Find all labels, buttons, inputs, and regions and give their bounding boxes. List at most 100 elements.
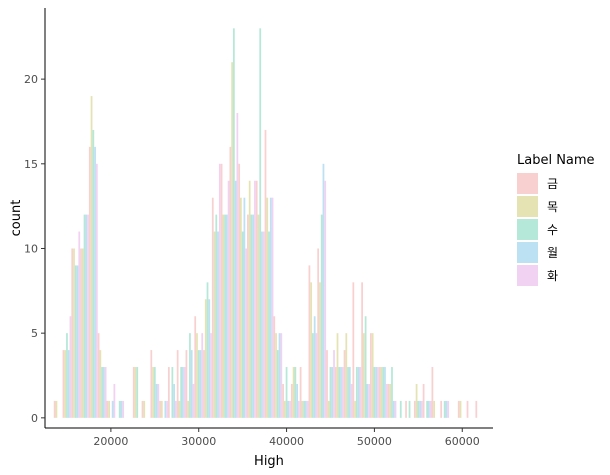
bar [211,197,214,418]
bar [375,367,378,418]
bar [236,113,239,418]
bar [160,400,163,418]
bar [248,180,251,418]
bar [176,350,179,418]
bar [224,214,226,418]
legend-label: 목 [547,200,558,214]
bar [254,180,256,418]
bar [259,28,262,418]
bar [299,367,302,418]
bar [76,265,79,418]
bar [319,282,321,418]
bar [334,367,337,418]
bar [419,400,421,418]
bar [278,333,281,418]
bar [352,282,355,418]
legend-label: 월 [547,246,558,260]
bar [153,367,156,418]
bar [310,282,313,418]
bar [250,214,253,418]
bar [183,367,186,418]
legend-key [517,173,538,194]
bar [420,400,423,418]
bar [66,333,68,418]
bar [268,231,270,418]
bar [417,400,420,418]
bar [433,400,436,418]
bar [338,367,341,418]
bar [275,333,277,418]
bar [120,400,123,418]
bar [227,180,230,418]
bar [289,400,291,418]
bar [90,96,93,418]
bar [366,383,369,418]
bar [306,400,309,418]
bar [443,400,446,418]
bar [287,400,290,418]
bar [399,400,402,418]
bar [445,400,448,418]
bar [336,333,339,418]
bar [73,248,75,418]
bar [380,367,383,418]
y-tick-label: 10 [24,242,38,255]
bar [413,400,416,418]
bar [141,400,144,418]
bar [104,367,107,418]
x-tick-label: 50000 [357,435,392,448]
bar [225,214,228,418]
bar [408,400,411,418]
bar [429,400,432,418]
bar [62,350,65,418]
bar [164,400,167,418]
bar [210,333,212,418]
bar [175,400,177,418]
bar [345,333,348,418]
bar [136,367,139,418]
bar [229,146,232,418]
bar [326,350,328,418]
bar [382,367,385,418]
bar [166,400,168,418]
bar [185,350,188,418]
bar [276,350,279,418]
bar [273,316,276,418]
bar [69,316,72,418]
bar [308,265,311,418]
bar [220,163,223,418]
bar [371,333,374,418]
bar [282,383,284,418]
bar [152,367,154,418]
x-tick-label: 30000 [181,435,216,448]
legend-label: 화 [547,269,558,283]
bar [234,180,237,418]
bar [203,350,205,418]
bar [238,163,241,418]
bar [92,129,95,418]
bar [180,367,183,418]
bars-layer [53,28,478,418]
bar [269,197,272,418]
x-axis-ticks: 20000 30000 40000 50000 60000 [93,428,480,448]
legend-label: 금 [547,177,558,191]
bar [466,400,469,418]
legend-title: Label Name [517,153,595,168]
bar [71,248,74,418]
bar [355,367,358,418]
bar [426,400,428,418]
bar [157,383,160,418]
bar [194,316,197,418]
bar [113,383,116,418]
bar [111,400,114,418]
bar [475,400,478,418]
bar [350,383,353,418]
bar [222,214,225,418]
bar [296,383,298,418]
bar [384,367,386,418]
bar [108,400,111,418]
bar [67,350,70,418]
bar [245,248,248,418]
bar [303,400,306,418]
